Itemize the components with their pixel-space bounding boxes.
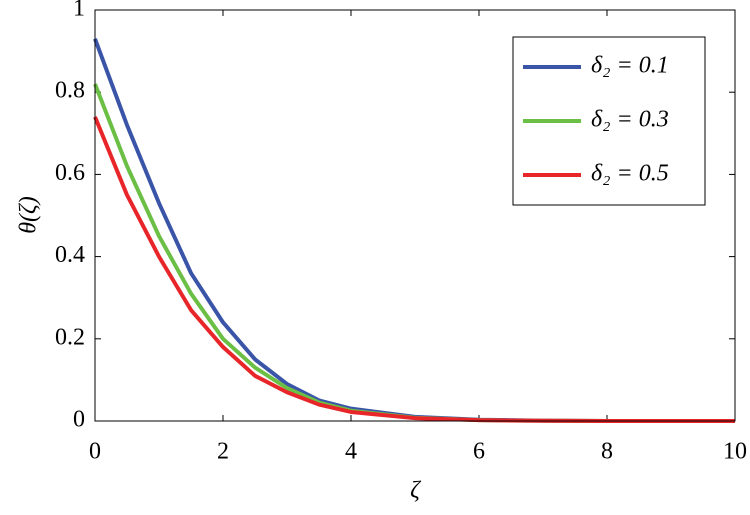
x-tick-label: 0 (89, 439, 101, 465)
x-tick-label: 8 (601, 439, 613, 465)
x-tick-label: 10 (723, 439, 747, 465)
y-tick-label: 0 (73, 407, 85, 433)
y-tick-label: 1 (73, 0, 85, 22)
y-axis-label: θ(ζ) (16, 196, 42, 234)
x-axis-label: ζ (410, 478, 422, 504)
x-tick-label: 4 (345, 439, 357, 465)
legend-label: δ₂ = 0.3 (591, 107, 669, 133)
legend-label: δ₂ = 0.5 (591, 161, 669, 187)
y-tick-label: 0.2 (55, 324, 85, 350)
y-tick-label: 0.4 (55, 242, 85, 268)
y-tick-label: 0.8 (55, 78, 85, 104)
x-tick-label: 2 (217, 439, 229, 465)
x-tick-label: 6 (473, 439, 485, 465)
y-tick-label: 0.6 (55, 160, 85, 186)
axes-box (94, 9, 736, 422)
legend-label: δ₂ = 0.1 (591, 53, 669, 79)
